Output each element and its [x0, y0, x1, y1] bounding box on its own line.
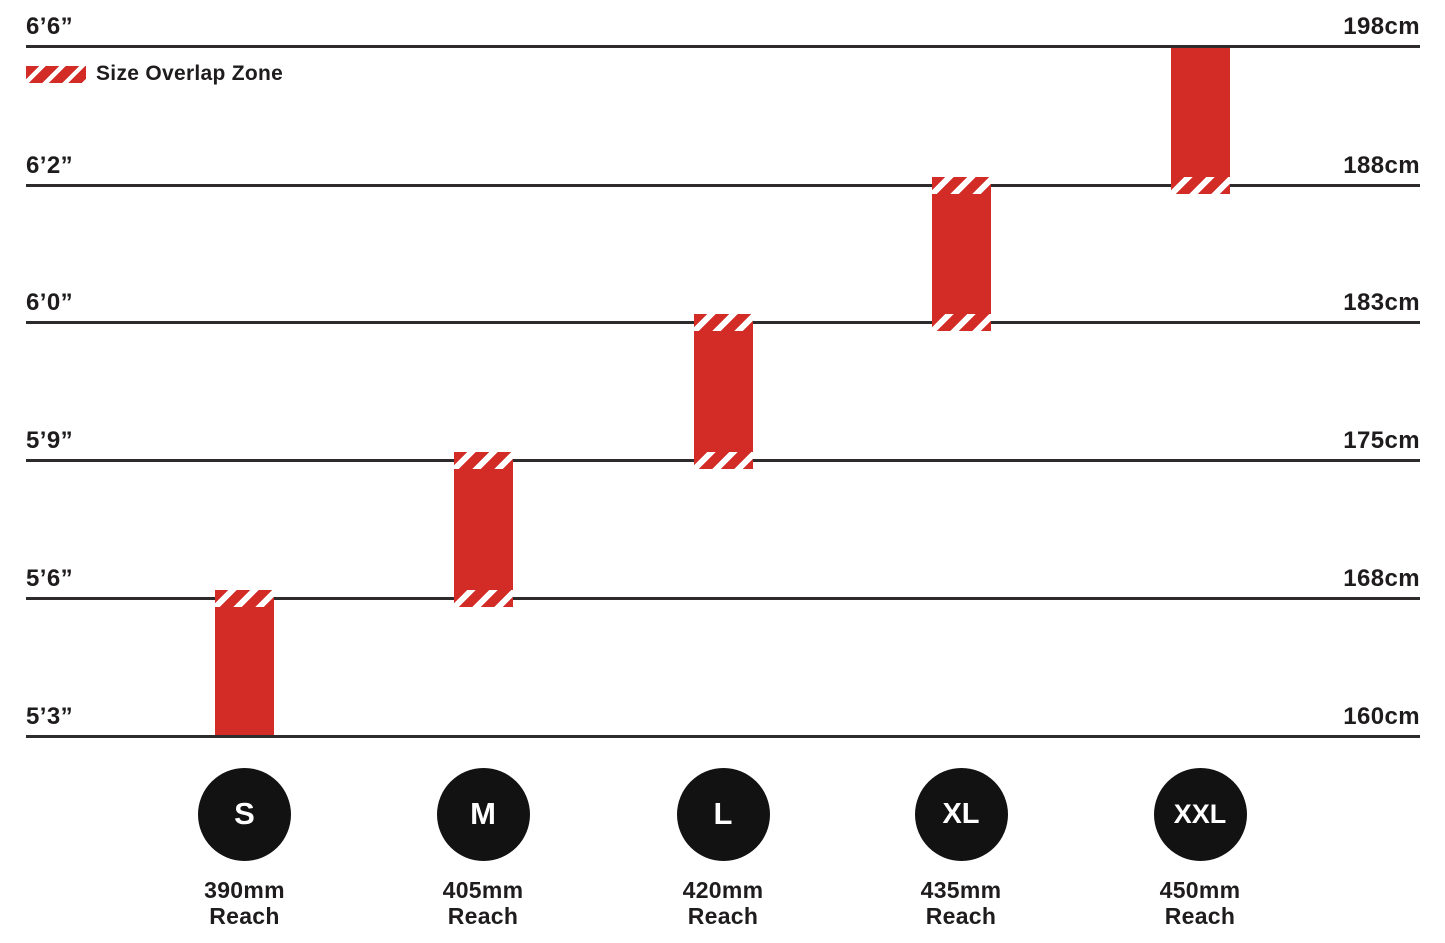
size-range-bar — [1170, 48, 1230, 194]
size-circle-label: S — [234, 796, 255, 831]
height-label-metric: 198cm — [1343, 13, 1420, 40]
size-circle-label: XXL — [1173, 798, 1227, 829]
reach-label: 435mm Reach — [871, 877, 1051, 929]
size-circle: XXL — [1153, 767, 1247, 861]
size-circle: S — [198, 767, 291, 861]
height-label-imperial: 5’9” — [26, 427, 73, 454]
overlap-zone-top — [215, 590, 274, 607]
grid-line — [26, 735, 1420, 738]
reach-label: 390mm Reach — [155, 877, 335, 929]
reach-label-line: 435mm — [920, 877, 1002, 903]
reach-label-line: 390mm — [204, 877, 285, 903]
height-label-imperial: 5’6” — [26, 565, 73, 592]
overlap-zone-top — [931, 177, 991, 194]
reach-label-line: 450mm — [1159, 877, 1241, 903]
overlap-zone-hatch-swatch — [26, 65, 86, 83]
height-label-metric: 188cm — [1343, 152, 1420, 179]
reach-label-line: Reach — [1164, 903, 1236, 929]
overlap-zone-bottom — [931, 314, 991, 331]
height-label-metric: 160cm — [1343, 703, 1420, 730]
height-label-metric: 183cm — [1343, 289, 1420, 316]
size-range-bar — [215, 590, 274, 735]
size-range-bar — [931, 177, 991, 331]
size-range-bar — [453, 452, 513, 607]
reach-label-line: Reach — [447, 903, 519, 929]
overlap-zone-top — [453, 452, 513, 469]
overlap-zone-bottom — [693, 452, 753, 469]
legend-label: Size Overlap Zone — [96, 62, 284, 85]
size-circle-label: XL — [942, 797, 980, 830]
legend: Size Overlap Zone — [26, 62, 283, 86]
size-circle: M — [436, 767, 530, 861]
grid-line — [26, 184, 1420, 187]
reach-label-line: Reach — [925, 903, 997, 929]
size-circle: XL — [914, 767, 1008, 861]
size-circle: L — [676, 767, 770, 861]
reach-label-line: 405mm — [442, 877, 524, 903]
reach-label: 405mm Reach — [393, 877, 573, 929]
height-label-imperial: 6’6” — [26, 13, 73, 40]
height-label-imperial: 6’0” — [26, 289, 73, 316]
overlap-zone-bottom — [453, 590, 513, 607]
overlap-zone-top — [693, 314, 753, 331]
grid-line — [26, 597, 1420, 600]
height-label-imperial: 5’3” — [26, 703, 73, 730]
reach-label-line: Reach — [687, 903, 759, 929]
height-label-metric: 168cm — [1343, 565, 1420, 592]
reach-label: 420mm Reach — [633, 877, 813, 929]
size-range-bar — [693, 314, 753, 469]
reach-label-line: Reach — [209, 903, 280, 929]
height-label-metric: 175cm — [1343, 427, 1420, 454]
reach-label-line: 420mm — [682, 877, 764, 903]
size-circle-label: L — [713, 796, 733, 831]
size-circle-label: M — [470, 796, 496, 831]
grid-line — [26, 45, 1420, 48]
overlap-zone-bottom — [1170, 177, 1230, 194]
reach-label: 450mm Reach — [1110, 877, 1290, 929]
height-label-imperial: 6’2” — [26, 152, 73, 179]
